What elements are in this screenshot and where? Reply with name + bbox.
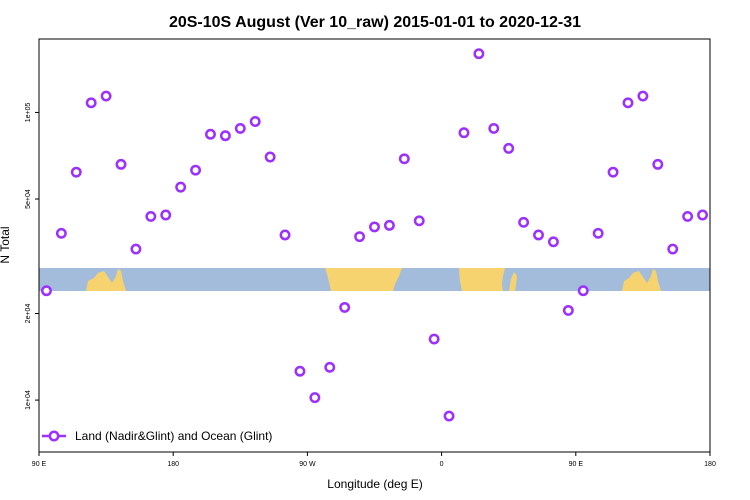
series-points (41, 48, 708, 422)
data-point (85, 97, 97, 109)
data-point (637, 90, 649, 102)
x-tick-label-1: 180 (167, 461, 179, 468)
x-tick-label-3: 0 (440, 461, 444, 468)
chart-title: 20S-10S August (Ver 10_raw) 2015-01-01 t… (169, 14, 581, 31)
data-point (115, 158, 127, 170)
y-tick-label-1: 2e+04 (25, 304, 32, 324)
y-axis: 1e+04 2e+04 5e+04 1e+05 (25, 103, 39, 410)
data-point (682, 210, 694, 222)
x-axis: 90 E 180 90 W 0 90 E 180 (32, 452, 716, 468)
data-point (205, 128, 216, 140)
data-point (607, 166, 619, 178)
land-patch-south-america (325, 268, 402, 291)
x-tick-label-0: 90 E (32, 461, 47, 468)
data-point (279, 229, 291, 241)
data-point (413, 215, 425, 227)
data-point (398, 153, 410, 165)
data-point (219, 130, 231, 142)
data-point (130, 243, 142, 255)
y-tick-label-0: 1e+04 (25, 390, 32, 410)
data-point (577, 285, 589, 297)
data-point (518, 216, 530, 228)
land-patch-australia-repeat (622, 269, 661, 291)
data-point (175, 181, 187, 193)
data-point (458, 127, 470, 139)
data-point (533, 229, 544, 241)
data-point (160, 209, 172, 221)
data-point (562, 304, 574, 316)
data-point (428, 333, 440, 345)
data-point (324, 361, 336, 373)
data-point (547, 236, 559, 248)
data-point (264, 151, 276, 163)
data-point (697, 209, 708, 221)
surface-strip (39, 268, 710, 291)
land-patch-madagascar (509, 272, 517, 291)
x-tick-label-2: 90 W (299, 461, 316, 468)
legend-marker (48, 430, 60, 442)
data-point (249, 116, 261, 127)
y-axis-title: N Total (0, 226, 12, 263)
legend: Land (Nadir&Glint) and Ocean (Glint) (42, 429, 272, 443)
x-tick-label-4: 90 E (569, 461, 584, 468)
data-point (70, 166, 82, 178)
data-point (383, 219, 395, 231)
land-patch-australia (86, 269, 126, 291)
data-point (294, 365, 306, 377)
plot-frame (38, 38, 711, 453)
x-axis-title: Longitude (deg E) (327, 477, 422, 491)
data-point (339, 301, 351, 313)
data-point (667, 243, 679, 255)
data-point (622, 97, 634, 109)
data-point (145, 210, 157, 222)
data-point (309, 392, 321, 404)
y-tick-label-2: 5e+04 (25, 189, 32, 209)
data-point (652, 158, 664, 170)
data-point (443, 410, 455, 422)
data-point (41, 285, 52, 297)
legend-label: Land (Nadir&Glint) and Ocean (Glint) (75, 429, 272, 443)
data-point (55, 227, 67, 239)
data-point (592, 227, 604, 239)
data-point (473, 48, 485, 60)
data-point (354, 231, 366, 243)
data-point (503, 142, 515, 154)
data-point (234, 122, 246, 134)
x-tick-label-5: 180 (704, 461, 716, 468)
data-point (488, 122, 500, 134)
data-point (190, 164, 202, 176)
y-tick-label-3: 1e+05 (25, 103, 32, 123)
data-point (100, 90, 112, 102)
data-point (369, 221, 380, 233)
land-patch-africa (459, 268, 505, 291)
